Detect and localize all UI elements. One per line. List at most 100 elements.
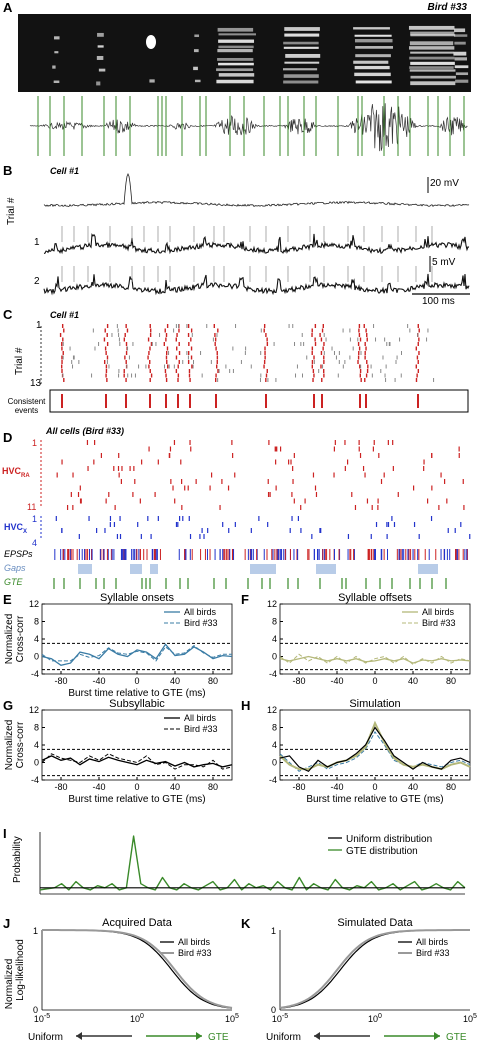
gaps-label: Gaps [4, 563, 26, 573]
y-tick-label: 4 [34, 740, 39, 750]
y-tick-label: -4 [31, 775, 39, 785]
y-tick-label: -4 [31, 669, 39, 679]
cell-label-c: Cell #1 [50, 310, 80, 320]
harmonic-band [216, 68, 254, 72]
x-tick-label: 10-5 [34, 1013, 50, 1024]
epsps-label: EPSPs [4, 549, 33, 559]
ll-ylabel-2: Log-likelihood [15, 939, 26, 1001]
harmonic-band [193, 49, 199, 53]
y-tick-label: 0 [272, 652, 277, 662]
x-tick-label: 40 [170, 676, 180, 686]
hvcra-first: 1 [32, 438, 38, 448]
harmonic-band [354, 39, 393, 43]
harmonic-band [409, 69, 456, 72]
harmonic-band [409, 41, 454, 46]
harmonic-band [53, 80, 60, 84]
harmonic-band [410, 61, 455, 65]
gte-arrow-label: GTE [208, 1032, 229, 1043]
series-line [279, 726, 471, 773]
likelihood-curve [42, 929, 233, 1009]
x-tick-label: 100 [130, 1013, 144, 1024]
legend-label: Bird #33 [184, 618, 218, 628]
y-tick-label: 12 [29, 705, 39, 715]
harmonic-band [54, 36, 60, 40]
spectrogram-bg [18, 14, 471, 92]
ll-ylabel-1: Normalized [4, 959, 15, 1010]
scale-5mv: 5 mV [432, 257, 456, 268]
trial-last: 13 [30, 378, 42, 389]
y-tick-label: 12 [267, 599, 277, 609]
likelihood-curve [279, 929, 470, 1009]
voltage-trace-trial-1 [43, 233, 470, 255]
y-tick-label: 12 [29, 599, 39, 609]
harmonic-band [284, 61, 320, 64]
harmonic-band [149, 79, 155, 83]
gap-block [78, 564, 92, 574]
consistent-events-label: Consistent events [7, 397, 46, 415]
harmonic-band [408, 25, 455, 30]
x-tick-label: 80 [208, 676, 218, 686]
y-tick-label: 8 [272, 617, 277, 627]
gap-block [316, 564, 336, 574]
raster-all-cells [40, 440, 471, 589]
hvcx-first: 1 [32, 514, 38, 524]
x-tick-label: 40 [408, 782, 418, 792]
legend-label: All birds [416, 937, 449, 947]
harmonic-band [283, 41, 319, 45]
series-line [279, 655, 471, 664]
plot-title: Subsyllabic [109, 698, 165, 710]
legend-label: All birds [184, 713, 217, 723]
harmonic-band [454, 34, 468, 37]
x-tick-label: -80 [54, 782, 67, 792]
voltage-trace-top [43, 172, 470, 208]
harmonic-band [355, 80, 392, 84]
x-tick-label: 80 [446, 676, 456, 686]
x-axis-label: Burst time relative to GTE (ms) [306, 794, 443, 805]
spectrogram [18, 14, 471, 92]
uniform-arrow-label: Uniform [28, 1032, 63, 1043]
harmonic-band [454, 28, 466, 33]
gap-block [418, 564, 438, 574]
x-tick-label: 10-5 [272, 1013, 288, 1024]
harmonic-band [354, 72, 391, 77]
harmonic-band [455, 72, 469, 76]
hvc-ra-label: HVCRA [2, 466, 30, 479]
panel-j-letter: J [3, 916, 11, 931]
harmonic-band [283, 68, 318, 71]
trial-axis-b: Trial # [6, 197, 17, 225]
series-line [41, 755, 233, 768]
x-tick-label: -40 [92, 782, 105, 792]
gte-distribution-line [39, 835, 466, 891]
harmonic-band [97, 45, 104, 48]
plot-title: Syllable onsets [100, 592, 174, 604]
harmonic-band [193, 66, 198, 71]
panel-h-letter: H [241, 698, 251, 713]
harmonic-band [455, 79, 469, 83]
membrane-traces [43, 172, 470, 296]
y-tick-label: 4 [272, 740, 277, 750]
y-tick-label: 0 [34, 652, 39, 662]
harmonic-band [54, 51, 59, 54]
probability-label: Probability [12, 836, 23, 883]
x-tick-label: -80 [54, 676, 67, 686]
uniform-arrowhead [76, 1032, 82, 1040]
harmonic-band [285, 53, 321, 58]
voltage-trace-trial-2 [43, 273, 470, 296]
waveform-trace [29, 103, 468, 152]
y-tick-label: 4 [272, 634, 277, 644]
series-line [279, 720, 471, 771]
plot-title: Simulation [349, 698, 400, 710]
x-tick-label: 0 [372, 676, 377, 686]
trial-first: 1 [36, 320, 42, 331]
harmonic-band [354, 65, 390, 70]
harmonic-band [194, 79, 201, 83]
x-tick-label: 0 [372, 782, 377, 792]
x-axis-label: Burst time relative to GTE (ms) [68, 688, 205, 699]
x-tick-label: 0 [134, 782, 139, 792]
harmonic-band [96, 55, 104, 60]
y-tick-label: 8 [272, 723, 277, 733]
harmonic-band [284, 33, 320, 37]
y-axis-label: Cross-corr [15, 615, 26, 662]
